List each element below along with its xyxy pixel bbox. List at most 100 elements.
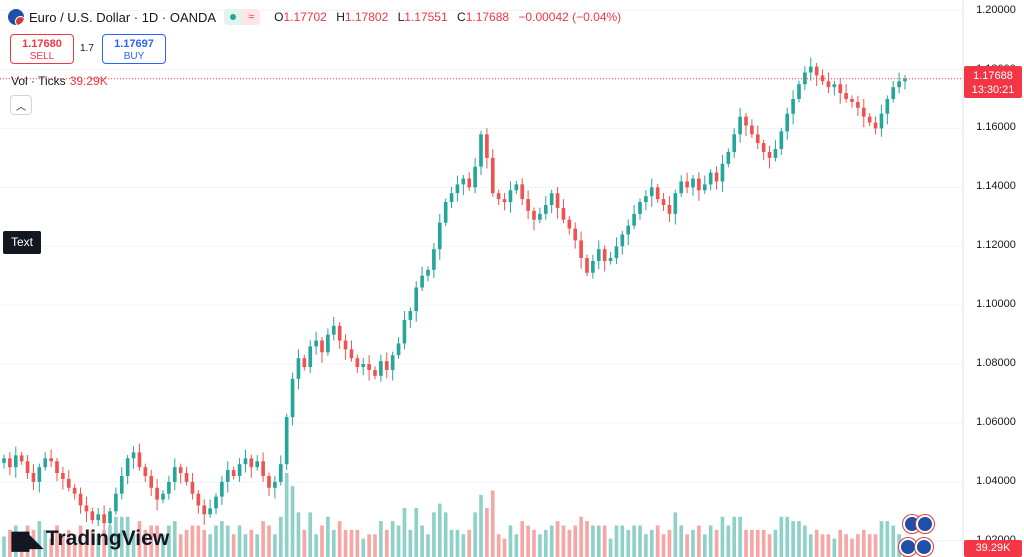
candle-body [638,202,642,214]
candle-body [390,355,395,370]
candle-body [296,358,301,379]
volume-bar [785,516,790,557]
candle-body [726,151,731,164]
symbol-title[interactable]: Euro / U.S. Dollar · 1D · OANDA [29,9,217,25]
candle-body [755,134,760,144]
volume-bar [532,529,536,557]
candle-body [649,187,654,197]
candle-body [255,461,260,468]
candle-body [361,364,366,368]
volume-bar [349,529,354,557]
candle-body [302,358,307,368]
volume-bar [738,516,742,557]
volume-bar [485,508,489,557]
candle-body [72,487,77,494]
volume-bar [37,521,42,557]
logo-text: TradingView [45,527,170,550]
candle-body [137,452,142,468]
volume-bar [602,525,607,557]
tradingview-logo[interactable]: ▆◣ TradingView [12,526,169,552]
volume-bar [726,525,731,557]
event-marker-icon[interactable] [915,538,933,556]
candle-body [797,84,801,99]
volume-bar [773,529,778,557]
sell-button[interactable]: 1.17680 SELL [10,34,74,64]
volume-bar [508,525,513,557]
candle-body [220,481,224,497]
volume-bar [314,534,318,557]
volume-bar [702,534,707,557]
candle-body [467,178,472,188]
price-axis-tick: 1.08000 [976,357,1016,370]
volume-bar [791,521,795,557]
volume-bar [326,516,330,557]
volume-bar [255,534,260,557]
volume-bar [667,529,672,557]
volume-bar [838,529,843,557]
chevron-up-icon: ︿ [16,101,26,113]
candle-body [19,455,24,462]
candle-body [620,234,625,247]
candle-body [114,493,118,512]
candle-body [320,340,324,353]
volume-bar [149,525,154,557]
candle-body [408,311,413,320]
volume-bar [567,529,572,557]
event-marker-icon[interactable] [916,515,934,533]
candle-body [437,222,442,250]
volume-bar [196,525,201,557]
candle-body [402,319,407,344]
volume-bar [461,534,466,557]
last-price-label: 1.17688 13:30:21 [964,66,1022,98]
volume-bar [308,512,313,557]
volume-bar [714,529,719,557]
candle-body [543,205,548,214]
candle-body [161,493,165,500]
spread-value: 1.7 [80,43,94,54]
candle-body [514,184,519,191]
candle-body [561,207,566,220]
volume-bar [8,529,12,557]
candle-body [420,275,424,288]
candle-body [373,369,377,376]
volume-last-label: 39.29K [964,540,1022,557]
candle-body [202,505,207,515]
volume-bar [19,534,24,557]
volume-bar [320,525,324,557]
candle-body [602,249,607,261]
volume-bar [337,521,342,557]
candle-body [290,378,295,418]
candle-body [172,467,177,482]
candle-body [337,325,342,341]
buy-button[interactable]: 1.17697 BUY [102,34,166,64]
candle-body [644,196,648,203]
volume-bar [449,529,454,557]
candle-body [61,473,65,479]
volume-indicator-legend[interactable]: Vol · Ticks 39.29K [11,74,108,88]
volume-bar [443,512,448,557]
candle-body [685,181,689,188]
volume-bar [237,525,242,557]
candle-body [614,246,619,259]
volume-bar [396,525,401,557]
volume-bar [761,529,766,557]
candle-body [732,134,737,152]
volume-bar [278,516,283,557]
candle-body [585,258,589,273]
volume-bar [172,521,177,557]
volume-bar [267,525,271,557]
candle-body [750,125,754,135]
market-status[interactable]: ≈ [224,9,261,25]
candle-body [702,184,707,191]
volume-bar [367,534,371,557]
market-open-dot-icon [224,9,243,25]
sell-price: 1.17680 [22,38,62,50]
volume-bar [55,525,59,557]
candle-body [879,113,884,129]
volume-bar [290,486,295,557]
volume-bar [437,503,442,557]
collapse-legend-button[interactable]: ︿ [10,95,32,115]
candle-body [697,178,701,191]
candle-body [208,508,212,515]
